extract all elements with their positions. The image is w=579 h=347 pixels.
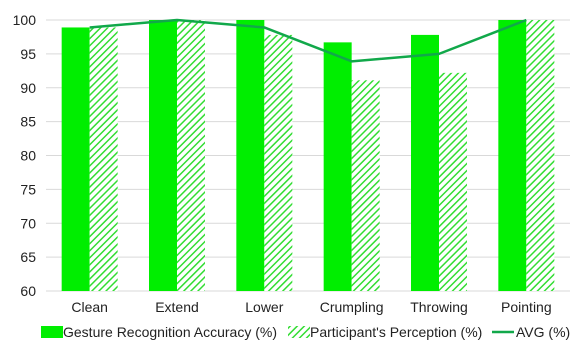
- bar-perception: [351, 80, 380, 291]
- bar-accuracy: [411, 34, 439, 291]
- y-tick-label: 75: [20, 181, 36, 197]
- bar-perception: [526, 20, 555, 291]
- x-tick-label: Throwing: [410, 299, 468, 315]
- x-tick-label: Lower: [245, 299, 283, 315]
- bar-accuracy: [61, 27, 90, 291]
- avg-line-layer: [89, 18, 527, 63]
- x-tick-label: Extend: [155, 299, 199, 315]
- bars: [61, 20, 555, 291]
- bar-perception: [264, 34, 293, 291]
- bar-accuracy: [236, 20, 265, 291]
- bar-perception: [439, 72, 467, 291]
- legend: Gesture Recognition Accuracy (%) Particip…: [41, 324, 570, 340]
- y-tick-label: 90: [20, 80, 36, 96]
- x-tick-label: Pointing: [501, 299, 552, 315]
- bar-perception: [177, 20, 205, 291]
- bar-accuracy: [498, 20, 527, 291]
- y-tick-label: 60: [20, 283, 36, 299]
- legend-label-avg: AVG (%): [516, 324, 570, 340]
- legend-label-accuracy: Gesture Recognition Accuracy (%): [63, 324, 277, 340]
- legend-swatch-perception: [288, 326, 310, 338]
- gridlines: [46, 19, 570, 292]
- bar-accuracy: [149, 20, 177, 291]
- bar-accuracy: [323, 42, 352, 291]
- y-tick-label: 95: [20, 46, 36, 62]
- legend-swatch-accuracy: [41, 326, 63, 338]
- y-tick-label: 65: [20, 249, 36, 265]
- bar-perception: [89, 27, 118, 291]
- legend-label-perception: Participant's Perception (%): [310, 324, 482, 340]
- y-tick-label: 85: [20, 114, 36, 130]
- x-tick-label: Clean: [71, 299, 108, 315]
- y-tick-label: 100: [13, 12, 37, 28]
- y-tick-label: 70: [20, 215, 36, 231]
- avg-line: [89, 18, 527, 63]
- y-axis-ticks: 60 65 70 75 80 85 90 95 100: [13, 12, 37, 299]
- x-axis-ticks: Clean Extend Lower Crumpling Throwing Pointin…: [71, 299, 551, 315]
- x-tick-label: Crumpling: [320, 299, 384, 315]
- y-tick-label: 80: [20, 148, 36, 164]
